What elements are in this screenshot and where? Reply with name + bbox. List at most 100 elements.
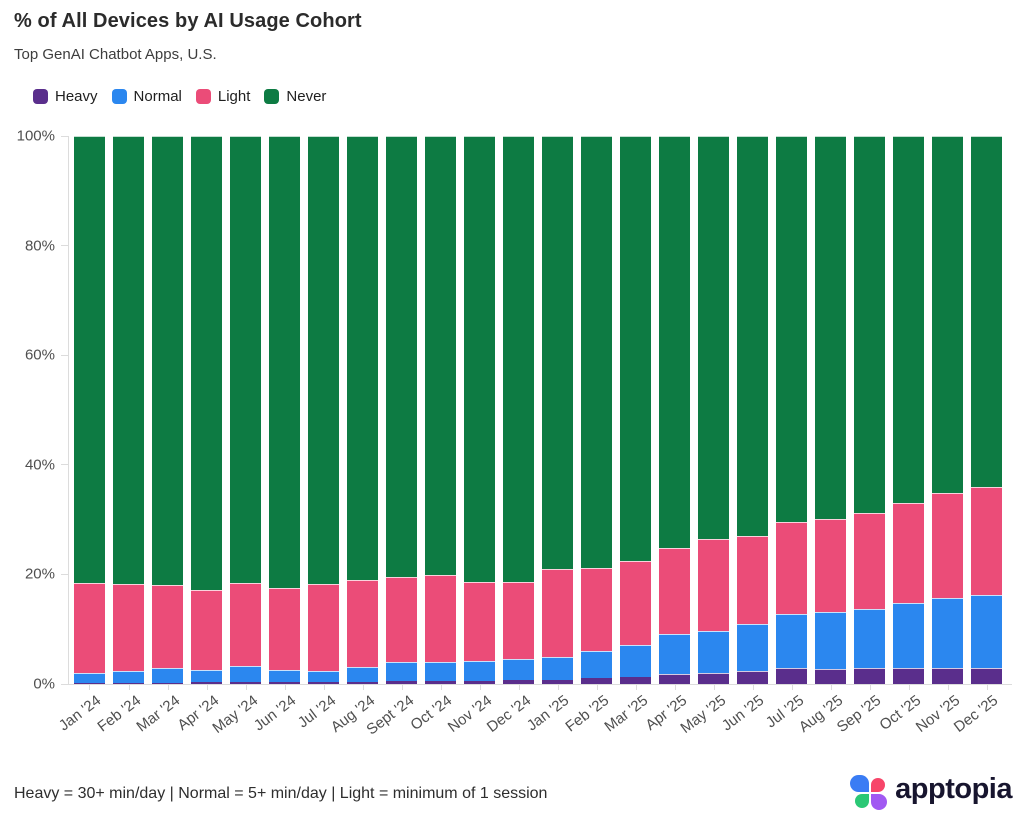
- x-axis-label: Jun '25: [719, 692, 768, 735]
- y-axis-line: [68, 136, 69, 685]
- bar-segment-never: [464, 136, 495, 582]
- bar-segment-heavy: [854, 668, 885, 684]
- legend-swatch-never: [264, 89, 280, 104]
- x-axis-tick: [440, 684, 442, 690]
- legend-label: Heavy: [55, 88, 98, 105]
- bar-segment-heavy: [503, 680, 534, 684]
- bar-segment-light: [152, 584, 183, 669]
- bar-segment-heavy: [347, 681, 378, 684]
- bar-segment-heavy: [464, 680, 495, 684]
- x-axis-tick: [557, 684, 559, 690]
- stacked-bar: [776, 136, 807, 684]
- stacked-bar: [659, 136, 690, 684]
- stacked-bar: [308, 136, 339, 684]
- legend-swatch-heavy: [33, 89, 48, 104]
- bar-segment-never: [815, 136, 846, 519]
- bar-segment-never: [347, 136, 378, 581]
- y-axis-label: 60%: [24, 346, 55, 364]
- methodology-note: Heavy = 30+ min/day | Normal = 5+ min/da…: [14, 785, 548, 802]
- legend-swatch-light: [195, 89, 211, 104]
- bar-segment-never: [854, 136, 885, 513]
- bar-column: [811, 136, 850, 684]
- bar-segment-heavy: [581, 677, 612, 684]
- x-axis-label: Feb '25: [561, 692, 612, 736]
- stacked-bar: [698, 136, 729, 684]
- bar-column: [733, 136, 772, 684]
- bar-segment-heavy: [113, 682, 144, 684]
- bar-segment-light: [113, 584, 144, 671]
- bar-segment-heavy: [308, 682, 339, 684]
- bar-segment-never: [152, 136, 183, 585]
- bar-segment-normal: [542, 656, 573, 680]
- bar-segment-light: [464, 581, 495, 661]
- bar-segment-normal: [152, 668, 183, 683]
- bar-segment-light: [425, 574, 456, 663]
- bar-segment-heavy: [971, 667, 1002, 684]
- bar-segment-never: [425, 136, 456, 575]
- legend-label: Never: [286, 88, 327, 105]
- bar-segment-normal: [74, 672, 105, 683]
- x-axis-tick: [245, 684, 247, 690]
- bar-column: [304, 136, 343, 684]
- bar-segment-never: [542, 136, 573, 569]
- bar-column: [499, 136, 538, 684]
- y-axis-tick: [61, 464, 68, 466]
- bars-area: [70, 136, 1006, 684]
- bar-segment-normal: [191, 669, 222, 683]
- bar-segment-light: [74, 583, 105, 673]
- bar-segment-never: [620, 136, 651, 561]
- bar-segment-normal: [464, 661, 495, 681]
- bar-segment-normal: [854, 608, 885, 669]
- bar-segment-heavy: [815, 669, 846, 684]
- bar-segment-heavy: [386, 681, 417, 684]
- apptopia-logo-text: apptopia: [895, 772, 1012, 805]
- bar-segment-normal: [386, 662, 417, 682]
- bar-segment-heavy: [893, 667, 924, 684]
- apptopia-logo-icon: [848, 770, 888, 810]
- bar-column: [577, 136, 616, 684]
- bar-column: [226, 136, 265, 684]
- stacked-bar: [893, 136, 924, 684]
- x-axis-line: [62, 684, 1012, 685]
- bar-column: [265, 136, 304, 684]
- x-axis-tick: [518, 684, 520, 690]
- bar-segment-light: [230, 583, 261, 666]
- x-axis-tick: [752, 684, 754, 690]
- bar-segment-normal: [269, 669, 300, 683]
- bar-segment-normal: [308, 670, 339, 683]
- bar-segment-light: [191, 589, 222, 670]
- y-axis-label: 20%: [24, 565, 55, 583]
- bar-segment-never: [737, 136, 768, 536]
- stacked-bar: [152, 136, 183, 684]
- x-axis-tick: [869, 684, 871, 690]
- x-axis-ticks: [70, 684, 1006, 690]
- bar-column: [148, 136, 187, 684]
- bar-column: [538, 136, 577, 684]
- stacked-bar: [425, 136, 456, 684]
- x-axis-label: Mar '24: [132, 692, 183, 736]
- bar-segment-light: [971, 486, 1002, 595]
- bar-segment-light: [542, 568, 573, 657]
- stacked-bar: [620, 136, 651, 684]
- page-subtitle: Top GenAI Chatbot Apps, U.S.: [14, 46, 217, 63]
- legend-label: Normal: [133, 88, 182, 105]
- y-axis-label: 40%: [24, 456, 55, 474]
- x-axis-tick: [479, 684, 481, 690]
- logo-petal-pink: [871, 778, 886, 792]
- bar-column: [772, 136, 811, 684]
- x-axis-tick: [89, 684, 91, 690]
- logo-petal-purple: [871, 794, 888, 810]
- bar-segment-heavy: [698, 673, 729, 684]
- x-axis-label: Jan '24: [56, 692, 105, 735]
- stacked-bar: [347, 136, 378, 684]
- bar-segment-normal: [503, 658, 534, 681]
- bar-segment-light: [308, 584, 339, 671]
- bar-segment-never: [230, 136, 261, 584]
- x-axis-tick: [323, 684, 325, 690]
- stacked-bar: [74, 136, 105, 684]
- stacked-bar: [230, 136, 261, 684]
- x-axis-label: Jun '24: [251, 692, 300, 735]
- stacked-bar: [269, 136, 300, 684]
- bar-segment-heavy: [425, 681, 456, 684]
- x-axis-tick: [674, 684, 676, 690]
